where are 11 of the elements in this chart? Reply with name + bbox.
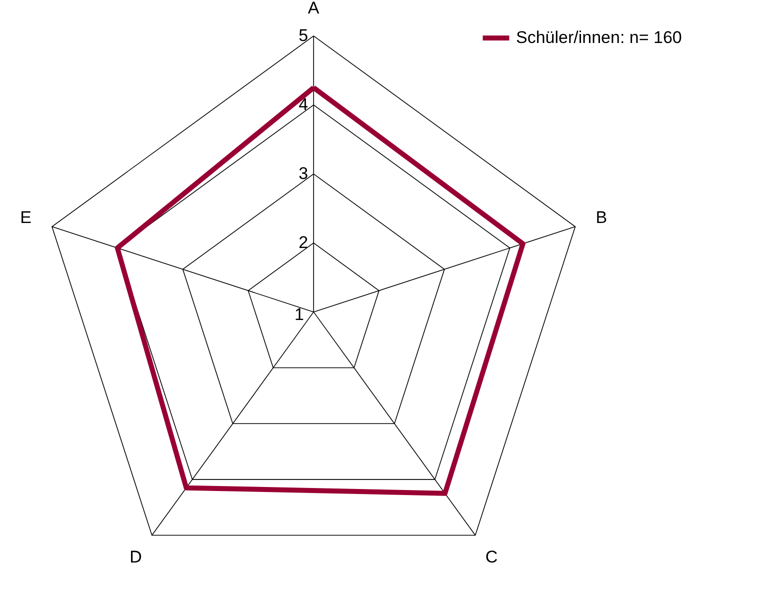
spoke-label: B (596, 208, 608, 228)
spoke-label: E (20, 208, 32, 228)
spoke-label: C (485, 548, 498, 567)
spoke-label: D (130, 548, 142, 567)
legend-label: Schüler/innen: n= 160 (516, 28, 682, 47)
y-tick-label: 4 (298, 94, 308, 114)
y-tick-label: 3 (298, 164, 308, 183)
y-tick-label: 5 (298, 26, 308, 45)
y-tick-label: 1 (294, 304, 304, 324)
spoke-label: A (308, 0, 320, 18)
y-tick-label: 2 (298, 232, 308, 252)
